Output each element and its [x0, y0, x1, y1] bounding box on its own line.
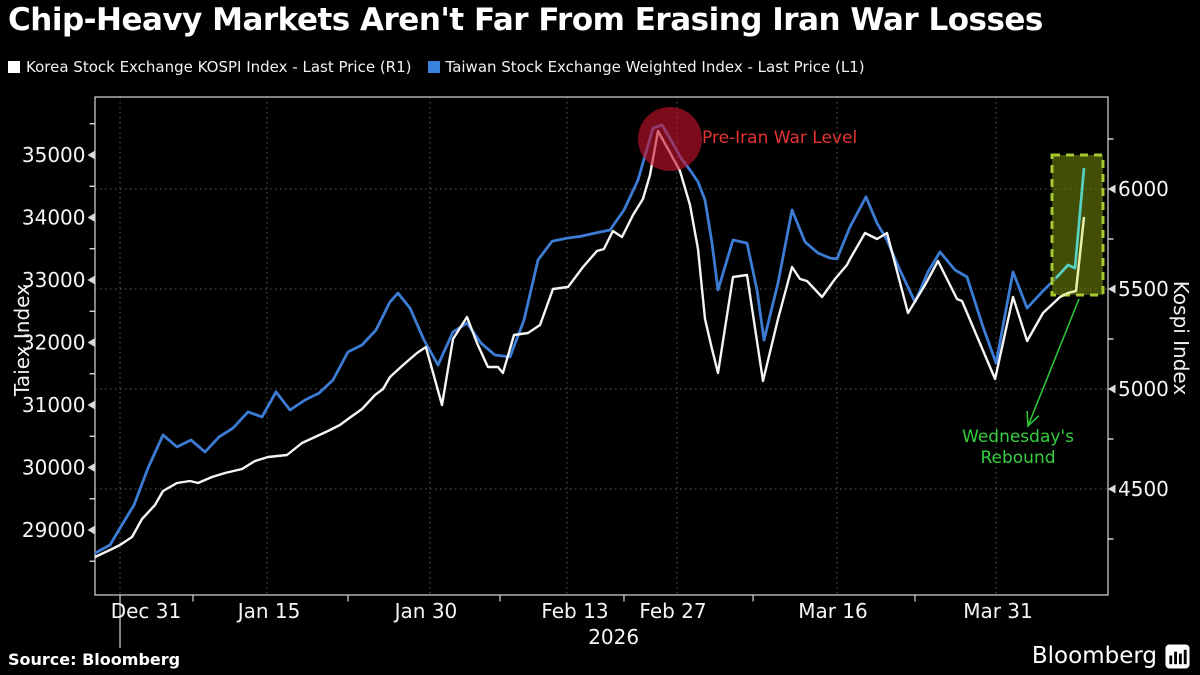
kospi-rebound-segment [1059, 216, 1086, 299]
bloomberg-logo-text: Bloomberg [1031, 643, 1157, 669]
left-axis-tick-label: 30000 [22, 456, 86, 480]
left-axis-tick-label: 33000 [22, 268, 86, 292]
x-axis-tick-label: Jan 15 [236, 599, 301, 623]
left-axis-tick-label: 32000 [22, 331, 86, 355]
left-axis-tick-label: 29000 [22, 518, 86, 542]
legend-label-kospi: Korea Stock Exchange KOSPI Index - Last … [26, 58, 412, 76]
right-axis-tick-marker [1108, 384, 1116, 394]
kospi-swatch-icon [8, 61, 20, 73]
right-axis-tick-label: 5000 [1118, 377, 1169, 401]
left-axis-tick-label: 35000 [22, 143, 86, 167]
left-axis-tick-marker [87, 525, 95, 535]
x-axis-tick-label: Feb 27 [639, 599, 706, 623]
right-axis-tick-label: 5500 [1118, 277, 1169, 301]
legend-label-taiex: Taiwan Stock Exchange Weighted Index - L… [445, 58, 865, 76]
left-axis-tick-marker [87, 400, 95, 410]
right-axis-tick-marker [1108, 284, 1116, 294]
left-axis-tick-marker [87, 150, 95, 160]
x-axis-year-label: 2026 [588, 625, 639, 649]
taiex-rebound-segment [1055, 167, 1086, 279]
left-axis-tick-marker [87, 463, 95, 472]
plot-frame [94, 96, 1109, 596]
taiex-swatch-icon [427, 61, 440, 73]
legend-item-kospi: Korea Stock Exchange KOSPI Index - Last … [8, 58, 412, 76]
left-axis-tick-marker [87, 213, 95, 222]
pre-war-annotation-label: Pre-Iran War Level [702, 128, 858, 148]
kospi-series-line [94, 129, 1086, 559]
left-axis-tick-label: 31000 [22, 393, 86, 417]
bloomberg-logo-icon [1165, 643, 1190, 669]
chart-title: Chip-Heavy Markets Aren't Far From Erasi… [8, 2, 1043, 38]
x-axis-tick-label: Mar 16 [798, 599, 868, 623]
x-axis-tick-label: Dec 31 [111, 599, 182, 623]
left-axis-title: Taiex Index [10, 284, 34, 396]
left-axis-tick-marker [87, 275, 95, 285]
rebound-arrow [1027, 298, 1080, 427]
legend-item-taiex: Taiwan Stock Exchange Weighted Index - L… [427, 58, 865, 76]
rebound-arrow-head [1026, 410, 1040, 428]
left-axis-tick-label: 34000 [22, 206, 86, 230]
x-axis-tick-label: Mar 31 [963, 599, 1033, 623]
x-axis-tick-label: Jan 30 [393, 599, 458, 623]
x-axis-tick-label: Feb 13 [541, 599, 608, 623]
rebound-highlight-box-border [1050, 153, 1105, 297]
source-credit: Source: Bloomberg [8, 650, 181, 669]
right-axis-tick-marker [1108, 184, 1116, 194]
rebound-annotation-label: Wednesday's Rebound [948, 427, 1088, 469]
right-axis-tick-label: 4500 [1118, 477, 1169, 501]
left-axis-tick-marker [87, 338, 95, 347]
right-axis-tick-label: 6000 [1118, 177, 1169, 201]
right-axis-tick-marker [1108, 484, 1116, 494]
rebound-annotation-line2: Rebound [980, 448, 1056, 468]
bloomberg-logo: Bloomberg [1032, 643, 1190, 669]
pre-war-circle-marker [638, 107, 702, 171]
legend: Korea Stock Exchange KOSPI Index - Last … [8, 58, 865, 76]
rebound-annotation-line1: Wednesday's [962, 427, 1074, 447]
right-axis-title: Kospi Index [1169, 280, 1193, 396]
